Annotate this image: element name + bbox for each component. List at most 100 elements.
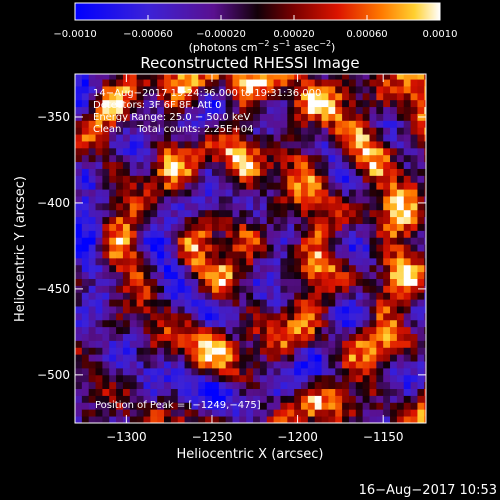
heatmap-cell <box>232 251 240 259</box>
heatmap-cell <box>348 257 357 266</box>
heatmap-cell <box>342 237 350 245</box>
heatmap-cell <box>122 223 131 231</box>
heatmap-cell <box>205 99 213 108</box>
heatmap-cell <box>348 395 357 403</box>
heatmap-cell <box>417 79 425 87</box>
heatmap-cell <box>273 196 281 204</box>
heatmap-cell <box>362 141 370 149</box>
heatmap-cell <box>253 319 261 328</box>
heatmap-cell <box>321 189 329 197</box>
heatmap-cell <box>362 381 370 390</box>
heatmap-cell <box>342 333 350 341</box>
heatmap-cell <box>136 106 144 114</box>
heatmap-cell <box>157 147 165 156</box>
heatmap-cell <box>157 189 165 197</box>
info-line-counts: Clean Total counts: 2.25E+04 <box>93 124 253 135</box>
heatmap-cell <box>218 306 227 314</box>
heatmap-cell <box>342 416 350 423</box>
heatmap-cell <box>129 333 138 341</box>
heatmap-cell <box>136 264 144 273</box>
heatmap-cell <box>184 106 192 114</box>
heatmap-cell <box>342 147 350 156</box>
heatmap-cell <box>348 347 357 355</box>
heatmap-cell <box>211 409 220 417</box>
info-line-detectors: Detectors: 3F 6F 8F, Att 0 <box>93 100 221 111</box>
heatmap-cell <box>266 154 275 163</box>
heatmap-cell <box>218 237 227 245</box>
heatmap-cell <box>211 251 220 259</box>
heatmap-cell <box>403 416 411 423</box>
heatmap-cell <box>417 347 425 355</box>
heatmap-cell <box>157 106 165 114</box>
heatmap-cell <box>81 409 90 417</box>
heatmap-cell <box>157 141 165 149</box>
heatmap-cell <box>328 168 336 176</box>
heatmap-cell <box>246 374 254 383</box>
heatmap-cell <box>75 299 83 307</box>
heatmap-cell <box>239 154 247 163</box>
heatmap-cell <box>143 354 151 362</box>
heatmap-cell <box>383 202 391 211</box>
heatmap-cell <box>177 278 185 286</box>
heatmap-cell <box>198 299 206 307</box>
heatmap-cell <box>376 340 384 348</box>
heatmap-cell <box>191 381 199 390</box>
plot-frame <box>74 73 427 424</box>
heatmap-cell <box>143 402 151 410</box>
heatmap-cell <box>307 106 316 114</box>
heatmap-cell <box>314 74 322 80</box>
heatmap-cell <box>301 285 309 293</box>
heatmap-cell <box>136 74 144 80</box>
heatmap-cell <box>129 196 138 204</box>
heatmap-cell <box>170 374 179 383</box>
heatmap-cell <box>369 161 377 169</box>
heatmap-cell <box>184 244 192 252</box>
heatmap-cell <box>129 147 138 156</box>
heatmap-cell <box>362 223 370 231</box>
heatmap-cell <box>348 264 357 273</box>
heatmap-cell <box>301 175 309 183</box>
heatmap-cell <box>273 271 281 279</box>
heatmap-cell <box>88 306 96 314</box>
heatmap-cell <box>369 182 377 190</box>
heatmap-cell <box>301 79 309 87</box>
heatmap-cell <box>102 134 110 142</box>
heatmap-cell <box>355 223 364 231</box>
heatmap-cell <box>390 202 398 211</box>
heatmap-cell <box>294 134 302 142</box>
heatmap-cell <box>403 223 411 231</box>
heatmap-cell <box>88 182 96 190</box>
heatmap-cell <box>424 106 426 114</box>
heatmap-cell <box>307 154 316 163</box>
heatmap-cell <box>122 154 131 163</box>
heatmap-cell <box>273 264 281 273</box>
heatmap-cell <box>410 347 418 355</box>
heatmap-cell <box>116 264 124 273</box>
heatmap-cell <box>342 127 350 135</box>
heatmap-cell <box>280 134 288 142</box>
heatmap-cell <box>164 216 172 224</box>
heatmap-cell <box>218 113 227 121</box>
heatmap-cell <box>211 92 220 101</box>
heatmap-cell <box>136 86 144 94</box>
heatmap-cell <box>335 416 343 423</box>
heatmap-cell <box>390 209 398 218</box>
heatmap-cell <box>259 79 268 87</box>
heatmap-cell <box>232 244 240 252</box>
heatmap-cell <box>129 79 138 87</box>
heatmap-cell <box>287 285 295 293</box>
heatmap-cell <box>314 223 322 231</box>
heatmap-cell <box>301 381 309 390</box>
heatmap-cell <box>355 237 364 245</box>
heatmap-cell <box>376 106 384 114</box>
heatmap-cell <box>198 223 206 231</box>
heatmap-cell <box>342 306 350 314</box>
heatmap-cell <box>157 79 165 87</box>
heatmap-cell <box>170 134 179 142</box>
heatmap-cell <box>294 292 302 300</box>
heatmap-cell <box>390 416 398 423</box>
heatmap-cell <box>136 120 144 128</box>
heatmap-cell <box>348 154 357 163</box>
heatmap-cell <box>116 182 124 190</box>
heatmap-cell <box>403 216 411 224</box>
